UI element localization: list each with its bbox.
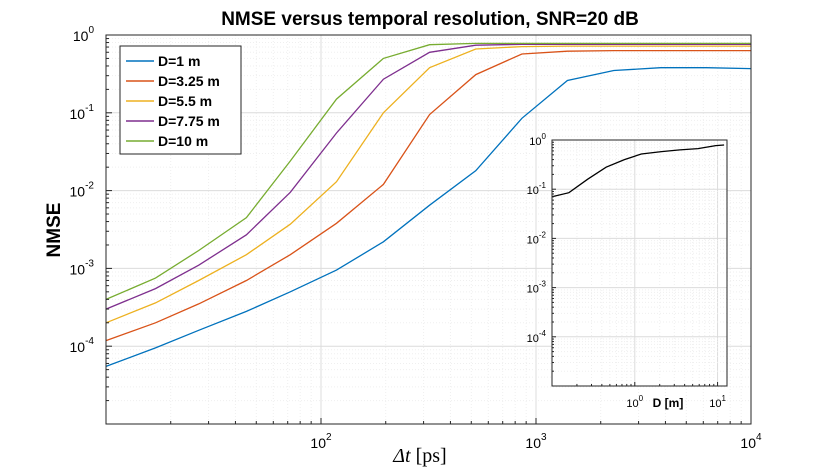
inset-y-tick-label: 10-2 bbox=[527, 230, 547, 246]
inset-y-tick-label-exp: -1 bbox=[539, 181, 547, 190]
y-tick-label-base: 10 bbox=[70, 261, 86, 277]
y-tick-label: 100 bbox=[73, 25, 95, 44]
inset-x-tick-label-base: 10 bbox=[709, 398, 721, 410]
inset-y-tick-label-exp: 0 bbox=[542, 132, 547, 141]
y-tick-label-exp: 0 bbox=[88, 25, 94, 36]
y-tick-label: 10-4 bbox=[70, 336, 95, 355]
inset-y-tick-label-exp: -2 bbox=[539, 230, 547, 239]
x-axis-label-unit: [ps] bbox=[416, 445, 447, 467]
y-tick-label: 10-3 bbox=[70, 258, 95, 277]
x-tick-label: 104 bbox=[740, 432, 762, 451]
inset-y-tick-label-base: 10 bbox=[529, 136, 541, 148]
inset-y-tick-label: 10-3 bbox=[527, 280, 547, 296]
inset-x-tick-label: 100 bbox=[626, 394, 643, 410]
y-tick-label: 10-1 bbox=[70, 103, 95, 122]
x-tick-label-base: 10 bbox=[310, 435, 326, 451]
x-axis-label: Δt [ps] bbox=[392, 445, 446, 467]
y-tick-label: 10-2 bbox=[70, 181, 95, 200]
y-tick-label-base: 10 bbox=[70, 106, 86, 122]
inset-x-tick-label-exp: 1 bbox=[721, 394, 726, 403]
x-tick-label: 102 bbox=[310, 432, 332, 451]
legend-label: D=5.5 m bbox=[158, 93, 212, 109]
inset-x-axis-label: D [m] bbox=[653, 396, 684, 410]
y-tick-label-exp: -3 bbox=[85, 258, 94, 269]
x-axis-label-symbol: Δt bbox=[392, 445, 411, 467]
inset-y-tick-label: 100 bbox=[529, 132, 546, 148]
series-line-1 bbox=[105, 67, 752, 368]
inset-y-tick-label-exp: -4 bbox=[539, 329, 547, 338]
inset-frame bbox=[551, 139, 728, 387]
legend-label: D=3.25 m bbox=[158, 73, 220, 89]
y-axis-label: NMSE bbox=[44, 203, 65, 258]
x-tick-label-exp: 4 bbox=[756, 432, 762, 443]
y-tick-label-exp: -1 bbox=[85, 103, 94, 114]
legend-box bbox=[119, 45, 242, 155]
inset-series-line bbox=[551, 144, 725, 198]
x-tick-label: 103 bbox=[525, 432, 547, 451]
main-series bbox=[105, 42, 752, 368]
inset-y-tick-label: 10-1 bbox=[527, 181, 547, 197]
y-tick-label-base: 10 bbox=[73, 28, 89, 44]
legend-label: D=10 m bbox=[158, 133, 208, 149]
inset-y-tick-label-base: 10 bbox=[527, 284, 539, 296]
inset-y-tick-label-base: 10 bbox=[527, 234, 539, 246]
x-tick-label-base: 10 bbox=[525, 435, 541, 451]
inset-y-tick-label: 10-4 bbox=[527, 329, 547, 345]
series-line-2 bbox=[105, 49, 751, 342]
y-tick-label-exp: -2 bbox=[85, 181, 94, 192]
chart-title: NMSE versus temporal resolution, SNR=20 … bbox=[221, 9, 639, 30]
plot-frame bbox=[105, 34, 752, 425]
inset-x-tick-label: 101 bbox=[709, 394, 726, 410]
inset-y-tick-label-base: 10 bbox=[527, 185, 539, 197]
inset-y-tick-label-exp: -3 bbox=[539, 280, 547, 289]
inset-y-tick-label-base: 10 bbox=[527, 333, 539, 345]
y-tick-label-exp: -4 bbox=[85, 336, 94, 347]
inset-x-tick-label-exp: 0 bbox=[639, 394, 644, 403]
legend-label: D=7.75 m bbox=[158, 113, 220, 129]
y-tick-label-base: 10 bbox=[70, 339, 86, 355]
x-tick-label-exp: 2 bbox=[326, 432, 332, 443]
series-line-3 bbox=[105, 45, 751, 324]
y-tick-label-base: 10 bbox=[70, 184, 86, 200]
legend-label: D=1 m bbox=[158, 53, 200, 69]
x-tick-label-exp: 3 bbox=[541, 432, 547, 443]
series-line-5 bbox=[105, 42, 751, 300]
legend: D=1 m D=3.25 m D=5.5 m D=7.75 m D=10 m bbox=[119, 45, 242, 155]
series-line-4 bbox=[105, 43, 751, 310]
inset-plot-area bbox=[552, 140, 727, 386]
inset-x-tick-label-base: 10 bbox=[626, 398, 638, 410]
x-tick-label-base: 10 bbox=[740, 435, 756, 451]
